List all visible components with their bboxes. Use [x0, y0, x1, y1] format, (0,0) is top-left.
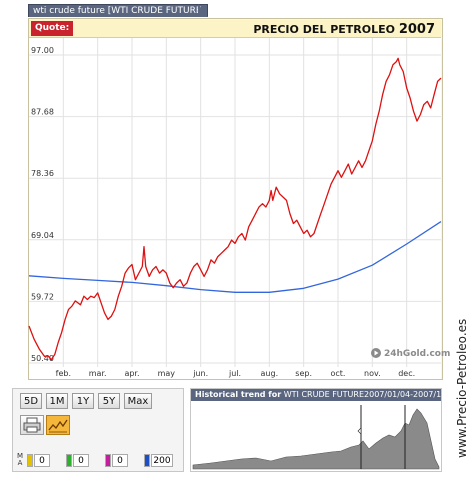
x-tick-label: may [158, 369, 176, 378]
printer-icon [23, 417, 41, 433]
ma-2-color-swatch [66, 454, 72, 467]
historical-trend-chart[interactable] [191, 401, 441, 471]
tab-corner [198, 4, 208, 17]
price-line [28, 57, 442, 361]
y-tick-label: 59.72 [31, 292, 54, 301]
instrument-tab[interactable]: wti crude future [WTI CRUDE FUTURE [28, 4, 208, 17]
chart-grid [29, 38, 441, 367]
period-1m-button[interactable]: 1M [46, 393, 68, 409]
x-tick-label: aug. [261, 369, 279, 378]
ma-2-input[interactable]: 0 [73, 454, 89, 467]
y-tick-label: 97.00 [31, 46, 54, 55]
x-tick-label: nov. [364, 369, 381, 378]
x-tick-label: jun. [192, 369, 208, 378]
x-tick-label: feb. [56, 369, 71, 378]
y-tick-label: 87.68 [31, 108, 54, 117]
x-tick-label: mar. [89, 369, 107, 378]
period-1y-button[interactable]: 1Y [72, 393, 94, 409]
watermark-play-glyph [374, 350, 379, 356]
chart-series [28, 57, 442, 361]
site-name: www.Precio-Petroleo.es [455, 318, 466, 458]
x-tick-label: jul. [228, 369, 241, 378]
ma-3-input[interactable]: 0 [112, 454, 128, 467]
chart-title-main: PRECIO DEL PETROLEO [253, 23, 395, 36]
historical-trend-area [192, 408, 440, 470]
y-tick-label: 78.36 [31, 169, 54, 178]
chart-style-button[interactable] [46, 415, 70, 435]
period-5y-button[interactable]: 5Y [98, 393, 120, 409]
historical-trend-title: Historical trend for WTI CRUDE FUTURE200… [191, 389, 441, 401]
range-left-arrow-icon[interactable] [357, 427, 362, 435]
x-tick-label: apr. [124, 369, 139, 378]
chart-title: PRECIO DEL PETROLEO 2007 [253, 22, 435, 37]
x-tick-label: dec. [398, 369, 415, 378]
x-tick-label: sep. [295, 369, 312, 378]
period-5d-button[interactable]: 5D [20, 393, 42, 409]
ma-4-color-swatch [144, 454, 150, 467]
print-button[interactable] [20, 415, 44, 435]
y-tick-label: 50.40 [31, 354, 54, 363]
line-chart-icon [48, 419, 68, 433]
period-max-button[interactable]: Max [124, 393, 152, 409]
y-tick-label: 69.04 [31, 231, 54, 240]
ma-1-color-swatch [27, 454, 33, 467]
y-axis-labels: 97.00 87.68 78.36 69.04 59.72 50.40 [31, 46, 54, 363]
historical-trend-panel: Historical trend for WTI CRUDE FUTURE200… [190, 388, 442, 472]
quote-label: Quote: [31, 21, 74, 36]
watermark: 24hGold.com [371, 348, 450, 359]
x-tick-label: oct. [331, 369, 346, 378]
chart-title-year: 2007 [398, 22, 435, 37]
historical-trend-dates: 2007/01/04-2007/12/25 [364, 390, 441, 399]
moving-average-line [28, 221, 442, 293]
ma-4-input[interactable]: 200 [151, 454, 173, 467]
ma-1-input[interactable]: 0 [34, 454, 50, 467]
historical-trend-name: WTI CRUDE FUTURE [283, 390, 365, 399]
quote-bar: Quote: PRECIO DEL PETROLEO 2007 [29, 20, 441, 38]
x-axis-labels: feb. mar. apr. may jun. jul. aug. sep. oct. nov. d… [56, 369, 415, 378]
historical-trend-prefix: Historical trend for [195, 390, 282, 399]
watermark-text: 24hGold.com [384, 349, 450, 359]
ma-3-color-swatch [105, 454, 111, 467]
